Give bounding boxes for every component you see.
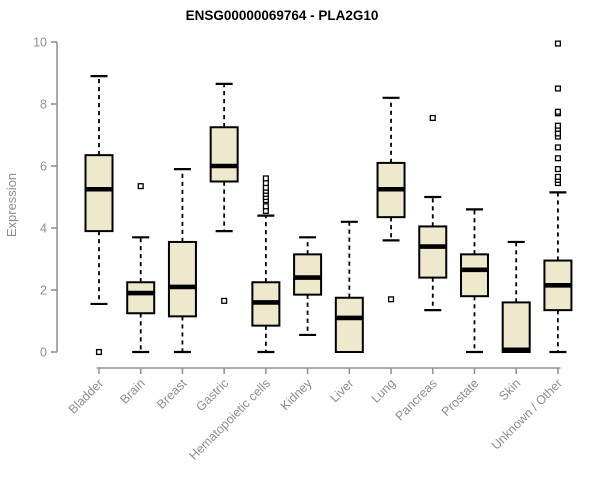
outlier-point — [221, 297, 228, 304]
outlier-point — [554, 108, 561, 115]
outlier-point — [554, 155, 561, 162]
x-tick-label: Breast — [154, 376, 190, 412]
x-tick-label: Bladder — [66, 376, 106, 416]
y-tick-label: 0 — [40, 346, 47, 360]
y-tick-label: 4 — [40, 222, 47, 236]
box — [209, 126, 239, 183]
box — [501, 301, 531, 353]
outlier-point — [429, 114, 436, 122]
x-tick-label: Liver — [327, 376, 356, 405]
outlier-point — [554, 166, 561, 173]
outlier-point — [554, 40, 561, 47]
outlier-point — [262, 203, 269, 210]
box — [459, 253, 489, 298]
outlier-point — [554, 173, 561, 180]
y-tick-label: 6 — [40, 160, 47, 174]
x-tick-label: Brain — [117, 376, 148, 407]
outlier-point — [262, 175, 269, 182]
box — [167, 240, 197, 318]
y-tick-label: 2 — [40, 284, 47, 298]
box — [418, 225, 448, 279]
box — [293, 253, 323, 296]
chart-title: ENSG00000069764 - PLA2G10 — [185, 8, 379, 23]
box — [334, 296, 364, 353]
outlier-point — [387, 296, 395, 303]
x-tick-label: Kidney — [278, 376, 315, 413]
x-tick-label: Unknown / Other — [489, 376, 565, 452]
outlier-point — [554, 85, 561, 92]
outlier-point — [95, 348, 103, 356]
x-tick-label: Hematopoietic cells — [186, 376, 273, 463]
x-tick-label: Skin — [496, 376, 523, 403]
box — [126, 281, 156, 315]
x-tick-label: Gastric — [193, 376, 231, 414]
x-tick-label: Prostate — [439, 376, 482, 419]
box — [84, 154, 114, 233]
outlier-point — [554, 122, 561, 129]
y-tick-label: 8 — [40, 98, 47, 112]
x-tick-label: Lung — [369, 376, 399, 406]
outlier-point — [554, 144, 561, 151]
outlier-point — [137, 183, 144, 190]
x-tick-label: Pancreas — [393, 376, 440, 423]
y-tick-label: 10 — [33, 36, 47, 50]
